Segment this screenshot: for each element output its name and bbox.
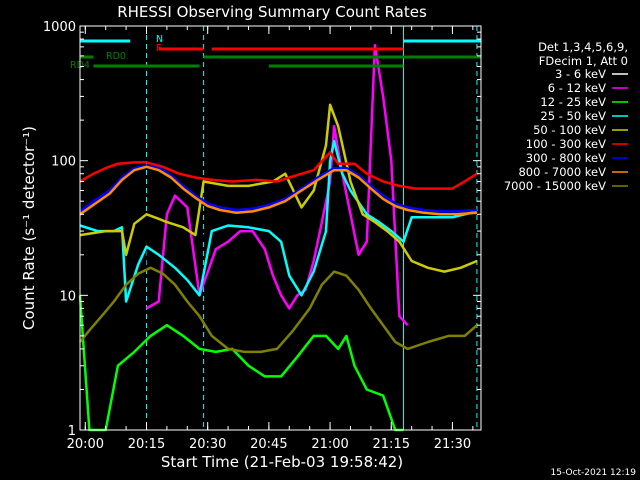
legend-label-4: 50 - 100 keV: [533, 123, 606, 137]
x-tick-label-6: 21:30: [434, 437, 471, 452]
legend: Det 1,3,4,5,6,9, FDecim 1, Att 0 3 - 6 k…: [504, 40, 628, 193]
y-tick-label-0: 1: [68, 424, 76, 439]
status-bar-label-1: F: [156, 43, 161, 54]
series-line-3: [79, 139, 478, 303]
series-line-7: [79, 165, 477, 216]
x-tick-label-1: 20:15: [128, 437, 165, 452]
y-tick-label-3: 1000: [43, 20, 76, 35]
x-tick-label-3: 20:45: [250, 437, 287, 452]
series-line-8: [79, 266, 478, 354]
x-axis-label: Start Time (21-Feb-03 19:58:42): [161, 453, 403, 471]
plot-frame: [79, 25, 482, 431]
legend-label-6: 300 - 800 keV: [526, 151, 606, 165]
legend-label-2: 12 - 25 keV: [540, 95, 606, 109]
legend-label-5: 100 - 300 keV: [526, 137, 606, 151]
series-line-6: [79, 164, 477, 213]
x-tick-label-4: 21:00: [311, 437, 348, 452]
legend-label-0: 3 - 6 keV: [555, 67, 606, 81]
legend-header-line-2: FDecim 1, Att 0: [539, 54, 628, 68]
series-line-5: [79, 151, 478, 190]
legend-label-3: 25 - 50 keV: [540, 109, 606, 123]
legend-label-7: 800 - 7000 keV: [518, 165, 606, 179]
y-tick-label-2: 100: [51, 155, 76, 170]
footer-timestamp: 15-Oct-2021 12:19: [551, 468, 637, 478]
y-axis-label: Count Rate (s⁻¹ detector⁻¹): [20, 126, 38, 330]
status-bar-label-2: RD0: [106, 51, 126, 62]
series-line-2: [78, 295, 404, 432]
status-bar-label-0: N: [156, 34, 163, 45]
series-line-4: [79, 103, 478, 273]
x-tick-label-0: 20:00: [67, 437, 104, 452]
x-tick-label-2: 20:30: [189, 437, 226, 452]
series-line-0: [141, 65, 401, 431]
axes: 20:00 20:15 20:30 20:45 21:00 21:15 21:30 1 10 10…: [43, 20, 481, 452]
legend-label-1: 6 - 12 keV: [548, 81, 606, 95]
x-tick-label-5: 21:15: [373, 437, 410, 452]
y-tick-label-1: 10: [59, 289, 76, 304]
legend-header-line-1: Det 1,3,4,5,6,9,: [538, 40, 628, 54]
chart-title: RHESSI Observing Summary Count Rates: [117, 3, 427, 21]
legend-label-8: 7000 - 15000 keV: [504, 179, 606, 193]
